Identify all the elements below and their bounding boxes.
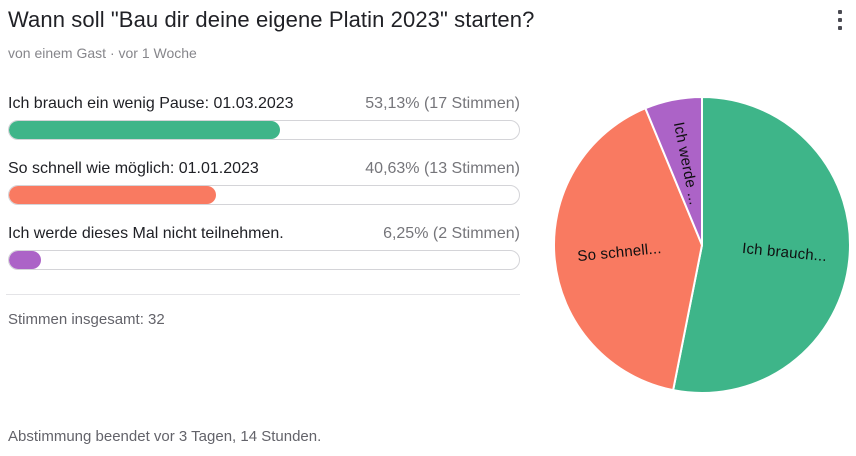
pie-slice xyxy=(644,96,703,246)
poll-results-list: Ich brauch ein wenig Pause: 01.03.2023 5… xyxy=(8,94,520,289)
poll-option-result: 40,63% (13 Stimmen) xyxy=(365,160,520,177)
poll-option-result: 53,13% (17 Stimmen) xyxy=(365,95,520,112)
kebab-dot xyxy=(838,26,842,30)
poll-byline: von einem Gast · vor 1 Woche xyxy=(8,45,197,61)
poll-option-bar-track xyxy=(8,185,520,205)
poll-option-bar-track xyxy=(8,120,520,140)
kebab-menu-icon[interactable] xyxy=(831,8,849,38)
poll-option-result: 6,25% (2 Stimmen) xyxy=(383,225,520,242)
page-title: Wann soll "Bau dir deine eigene Platin 2… xyxy=(8,7,535,32)
poll-option: Ich brauch ein wenig Pause: 01.03.2023 5… xyxy=(8,94,520,140)
poll-option-label: Ich brauch ein wenig Pause: 01.03.2023 xyxy=(8,95,294,112)
poll-option: Ich werde dieses Mal nicht teilnehmen. 6… xyxy=(8,224,520,270)
poll-option-bar-fill xyxy=(9,121,280,139)
poll-option-label: So schnell wie möglich: 01.01.2023 xyxy=(8,160,259,177)
poll-option-label: Ich werde dieses Mal nicht teilnehmen. xyxy=(8,225,284,242)
pie-slice xyxy=(672,96,851,394)
divider xyxy=(6,294,520,295)
pie-slice xyxy=(553,107,703,392)
kebab-dot xyxy=(838,10,842,14)
poll-status: Abstimmung beendet vor 3 Tagen, 14 Stund… xyxy=(8,428,322,445)
kebab-dot xyxy=(838,18,842,22)
pie-chart-container: Ich brauch... So schnell... Ich werde ... xyxy=(552,95,852,395)
poll-option-bar-fill xyxy=(9,251,41,269)
poll-option: So schnell wie möglich: 01.01.2023 40,63… xyxy=(8,159,520,205)
poll-option-bar-fill xyxy=(9,186,217,204)
total-votes: Stimmen insgesamt: 32 xyxy=(8,311,165,328)
pie-chart: Ich brauch...So schnell...Ich werde ... xyxy=(553,96,851,394)
poll-option-bar-track xyxy=(8,250,520,270)
